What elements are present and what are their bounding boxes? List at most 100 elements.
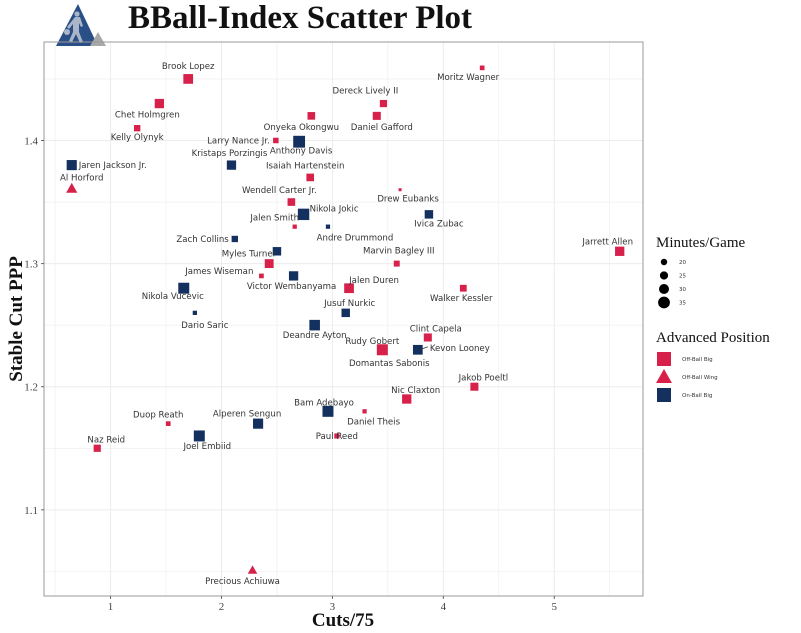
data-point-label: Myles Turner [222, 249, 277, 259]
data-point-square [178, 282, 190, 294]
legend-size-title: Minutes/Game [656, 235, 745, 251]
data-point-square [259, 273, 264, 279]
data-point-label: Kelly Olynyk [111, 133, 164, 143]
data-point-square [193, 430, 205, 442]
legend-shape-title: Advanced Position [656, 330, 770, 346]
x-tick-label: 3 [330, 601, 336, 613]
data-point-label: Naz Reid [87, 435, 125, 445]
data-point-label: Clint Capela [410, 324, 462, 334]
y-tick-label: 1.2 [24, 382, 38, 394]
data-point-label: Zach Collins [176, 235, 229, 245]
data-point-label: Jaren Jackson Jr. [78, 161, 147, 171]
data-point-label: Domantas Sabonis [349, 359, 430, 369]
data-point-square [379, 99, 388, 108]
data-point-label: Anthony Davis [270, 147, 333, 157]
data-point-label: Walker Kessler [430, 294, 493, 304]
x-tick-label: 2 [219, 601, 225, 613]
data-point-label: Dario Saric [181, 321, 228, 331]
data-point-square [93, 444, 101, 452]
data-point-label: Daniel Theis [347, 417, 400, 427]
data-point-label: Jusuf Nurkic [323, 299, 375, 309]
data-point-label: Nikola Jokic [310, 204, 359, 214]
data-point-label: Dereck Lively II [333, 87, 399, 97]
data-point-square [133, 124, 141, 132]
basketball-player-triangle-logo-icon [56, 4, 106, 46]
data-point-label: Andre Drummond [317, 234, 394, 244]
data-point-square [334, 433, 340, 439]
data-point-square [309, 319, 320, 331]
data-point-label: Jakob Poeltl [458, 374, 508, 384]
data-point-square [307, 112, 316, 120]
data-point-label: Jalen Smith [249, 214, 299, 224]
data-point-square [393, 260, 400, 267]
data-point-square [423, 333, 432, 342]
data-point-square [192, 310, 197, 315]
data-point-label: Victor Wembanyama [247, 282, 337, 292]
data-point-triangle [66, 182, 78, 193]
y-tick-label: 1.3 [24, 259, 38, 271]
page-title: BBall-Index Scatter Plot [128, 0, 473, 36]
data-point-label: Wendell Carter Jr. [242, 186, 317, 196]
x-tick-label: 1 [108, 601, 114, 613]
legend-shape-square [657, 388, 671, 402]
data-point-label: Drew Eubanks [377, 195, 439, 205]
data-point-square [372, 111, 381, 120]
data-point-square [264, 259, 274, 269]
data-point-triangle [247, 565, 258, 574]
data-point-square [297, 208, 310, 221]
data-point-square [379, 348, 386, 354]
x-tick-label: 5 [552, 601, 558, 613]
grid-lines [44, 42, 643, 596]
data-point-label: Al Horford [60, 174, 103, 184]
legend-size-dot [659, 271, 669, 280]
data-point-square [231, 235, 238, 243]
data-point-square [470, 382, 479, 391]
data-point-label: Brook Lopez [162, 62, 215, 72]
data-point-square [322, 405, 334, 417]
data-point-label: Marvin Bagley III [363, 247, 435, 257]
data-point-square [253, 418, 264, 429]
data-point-label: Ivica Zubac [414, 219, 464, 229]
data-point-label: Duop Reath [133, 411, 183, 421]
data-point-square [325, 224, 331, 229]
data-point-square [165, 421, 171, 426]
data-point-label: Jarrett Allen [581, 237, 633, 247]
data-point-square [398, 188, 402, 192]
data-point-square [306, 173, 315, 182]
legend-size-label: 30 [679, 287, 686, 293]
legend-size-dot [659, 284, 669, 294]
legend-size-label: 20 [679, 260, 686, 266]
data-point-square [154, 98, 165, 109]
data-point-label: Daniel Gafford [351, 123, 413, 133]
data-point-label: Nikola Vucevic [142, 292, 204, 302]
legend: Minutes/Game Advanced Position 20 25 30 35 O… [656, 235, 770, 402]
data-points: Brook Lopez Moritz Wagner Chet Holmgren Der… [60, 62, 633, 587]
data-point-label: Jalen Duren [348, 276, 399, 286]
data-point-label: Chet Holmgren [115, 111, 180, 121]
data-point-square [402, 394, 412, 404]
data-point-square [66, 160, 77, 171]
data-point-label: Nic Claxton [391, 386, 440, 396]
legend-shape-label: Off-Ball Wing [682, 375, 718, 381]
data-point-square [288, 271, 299, 281]
data-point-label: Rudy Gobert [345, 337, 399, 347]
data-point-square [273, 137, 279, 144]
data-point-label: Paul Reed [316, 432, 358, 442]
data-point-label: Deandre Ayton [283, 331, 347, 341]
y-axis-title: Stable Cut PPP [6, 256, 27, 382]
legend-shape-triangle [656, 369, 672, 383]
data-point-square [183, 74, 194, 84]
data-point-label: Larry Nance Jr. [207, 136, 270, 146]
data-point-label: Kevon Looney [430, 344, 490, 354]
data-point-square [615, 246, 625, 256]
data-point-label: Moritz Wagner [437, 73, 500, 83]
data-point-square [412, 344, 423, 355]
data-point-square [287, 198, 296, 206]
data-point-label: Isaiah Hartenstein [266, 161, 344, 171]
data-point-square [293, 135, 306, 148]
legend-size-label: 25 [679, 274, 686, 280]
data-point-label: James Wiseman [184, 267, 253, 277]
y-tick-label: 1.1 [24, 505, 38, 517]
legend-shape-square [657, 352, 671, 366]
legend-size-dot [660, 258, 668, 266]
